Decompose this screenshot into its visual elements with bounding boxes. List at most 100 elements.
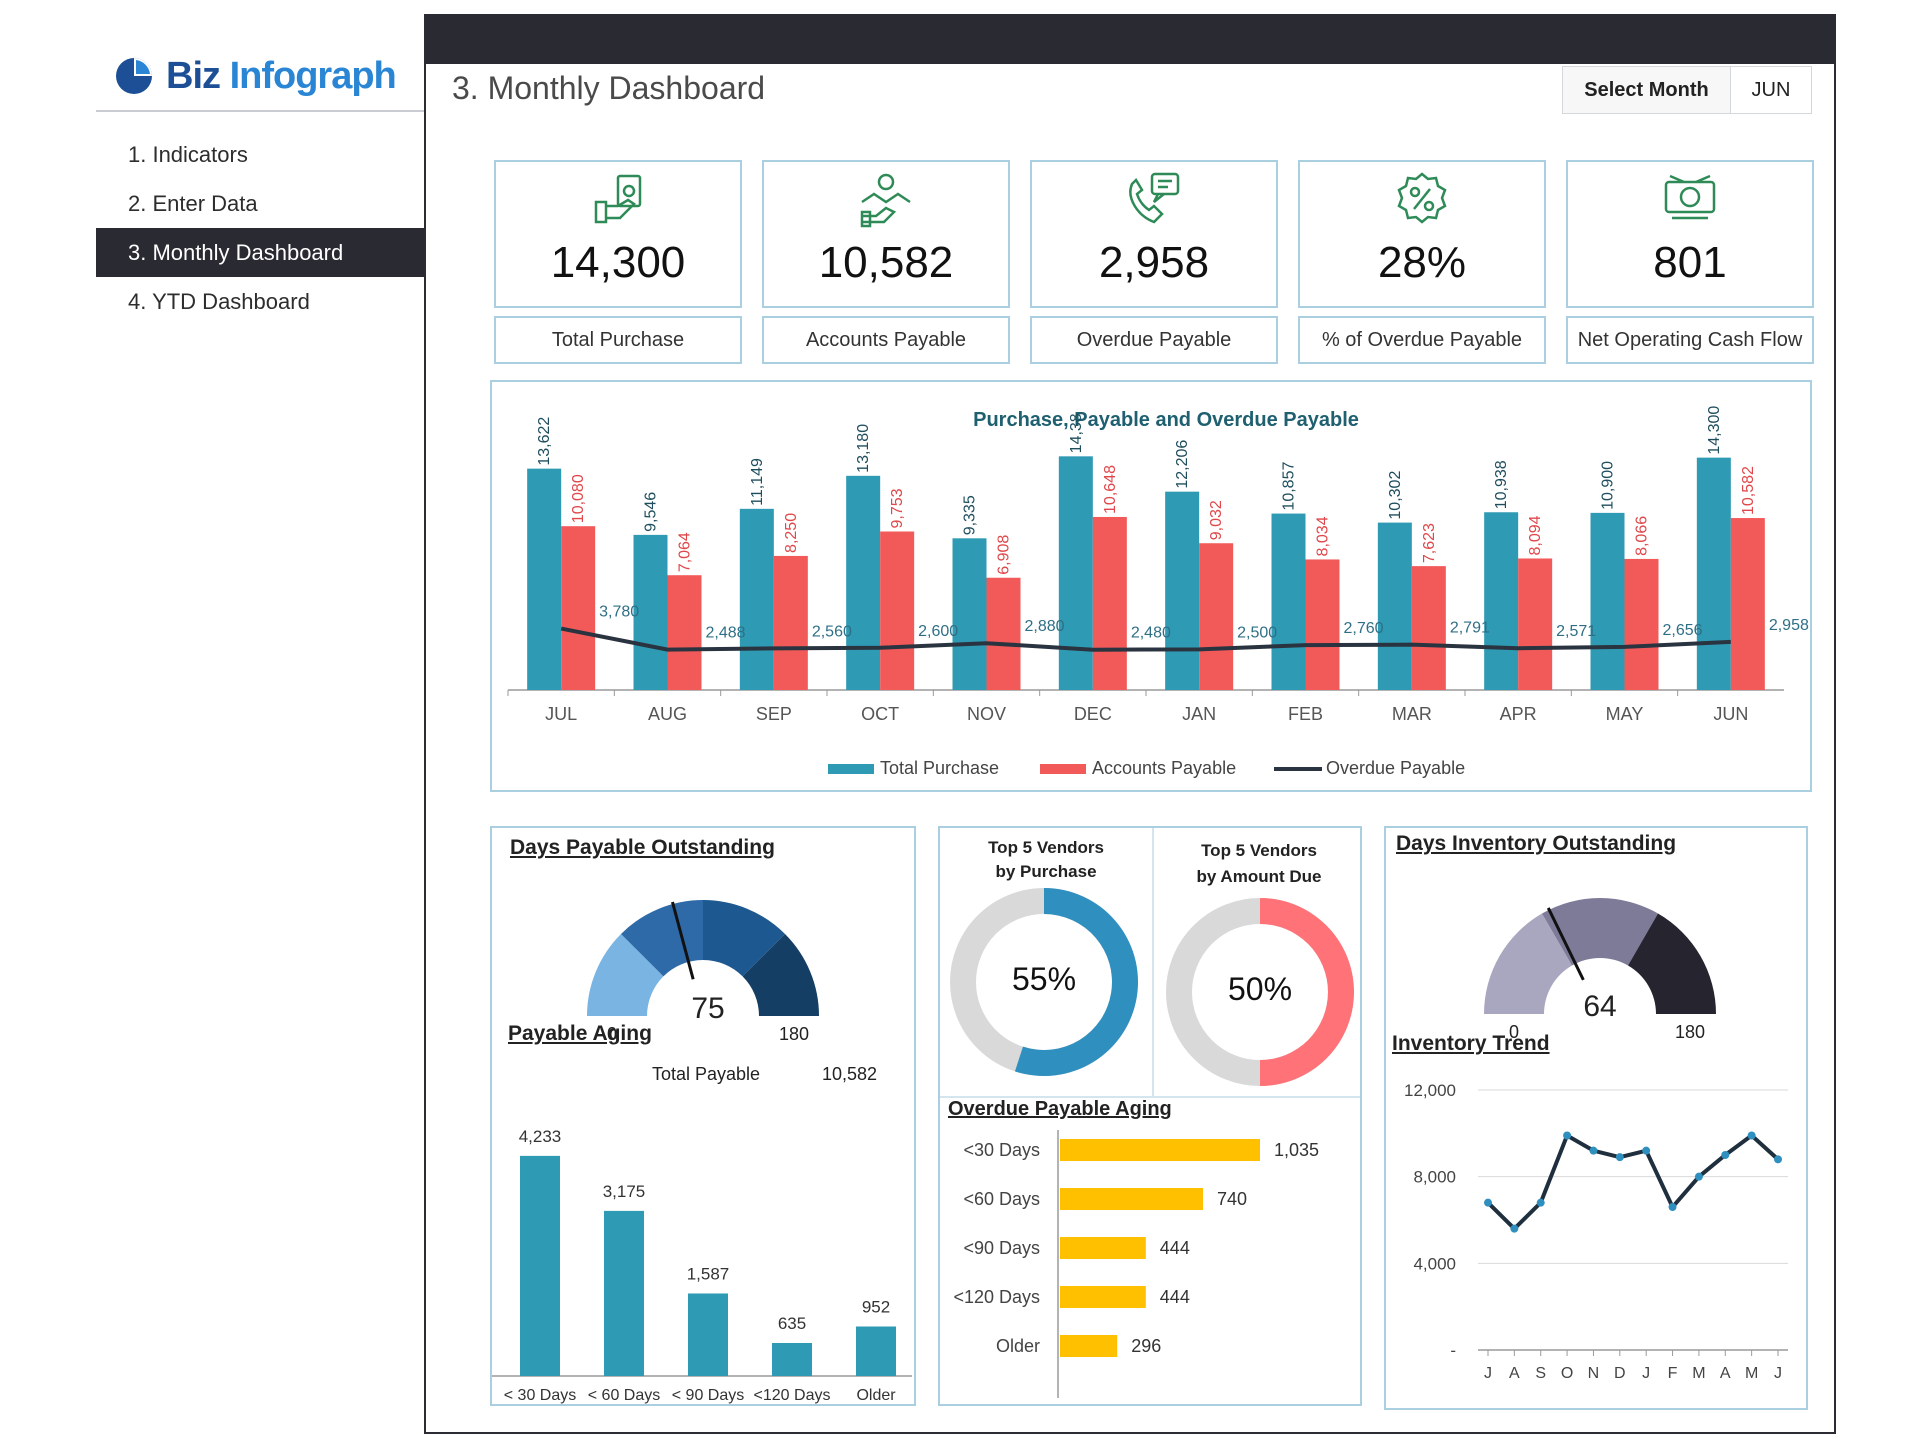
gauge-band [1542,898,1658,966]
kpi-card-overdue-payable: 2,958 [1030,160,1278,308]
x-tick-label: JUL [545,704,577,724]
data-label-overdue-payable: 2,958 [1769,617,1809,634]
bar-payable-aging [772,1342,812,1376]
data-label-accounts-payable: 8,094 [1527,515,1544,555]
brand-logo[interactable]: Biz Infograph [114,36,414,116]
chart-title: Purchase, Payable and Overdue Payable [973,409,1359,431]
x-tick-label: JAN [1182,704,1216,724]
x-tick-label: APR [1500,704,1537,724]
main-chart-panel: Purchase, Payable and Overdue Payable To… [490,380,1812,792]
logo-divider [96,110,424,112]
bar-total-purchase [1696,457,1731,690]
x-tick-label: NOV [967,704,1006,724]
dpo-gauge: 0 180 75 [587,900,819,1044]
vendors-due-title-line2: by Amount Due [1196,867,1322,886]
bar-total-purchase [1058,456,1093,690]
vendors-due-donut: 50% [1166,898,1354,1086]
y-tick-label: 4,000 [1413,1254,1456,1273]
bar-accounts-payable [1518,558,1553,690]
total-payable-label: Total Payable [652,1064,761,1084]
data-label-overdue-payable: 2,880 [1025,618,1065,635]
bar-accounts-payable [561,526,596,690]
bar-total-purchase [952,538,987,690]
gauge-band [703,900,786,977]
x-tick-label: Older [856,1387,896,1404]
x-tick-label: M [1745,1365,1758,1382]
x-tick-label: <120 Days [754,1387,831,1404]
inventory-point [1774,1155,1782,1164]
dio-gauge: 0 180 64 [1484,898,1716,1042]
payable-aging-title: Payable Aging [508,1022,652,1045]
sidebar-item-monthly-dashboard[interactable]: 3. Monthly Dashboard [96,228,424,277]
vendors-purchase-title-line1: Top 5 Vendors [988,838,1104,857]
bar-accounts-payable [773,555,808,690]
donut-slice [1014,888,1139,1076]
pie-logo-icon [116,58,152,94]
bar-accounts-payable [1199,543,1234,690]
data-label-accounts-payable: 8,250 [783,513,800,553]
x-tick-label: SEP [756,704,792,724]
inventory-point [1747,1131,1756,1140]
y-tick-label: 8,000 [1413,1168,1456,1187]
x-tick-label: FEB [1288,704,1323,724]
percent-badge-icon [1397,172,1447,224]
dpo-max-label: 180 [779,1024,809,1044]
x-tick-label: F [1668,1365,1678,1382]
data-label-total-purchase: 9,335 [962,495,979,535]
gauge-band [1484,913,1572,1014]
y-tick-label: Older [996,1336,1040,1356]
data-label-accounts-payable: 10,080 [570,474,587,523]
data-label-overdue-payable: 2,500 [1237,624,1277,641]
kpi-label-overdue-payable: Overdue Payable [1030,316,1278,364]
month-selector-label: Select Month [1563,67,1731,113]
sidebar-item-ytd-dashboard[interactable]: 4. YTD Dashboard [128,289,310,314]
data-label-accounts-payable: 10,582 [1740,466,1757,515]
sidebar-nav: 1. Indicators 2. Enter Data 3. Monthly D… [96,130,424,326]
y-tick-label: <30 Days [963,1140,1040,1160]
month-selector-value[interactable]: JUN [1731,67,1811,113]
bar-total-purchase [846,475,881,690]
x-tick-label: OCT [861,704,899,724]
vendors-purchase-title-line2: by Purchase [995,862,1097,881]
inventory-point [1536,1198,1545,1207]
kpi-value: 801 [1653,238,1727,287]
data-label-accounts-payable: 9,753 [889,488,906,528]
vendors-panel: Top 5 Vendors by Purchase 55% Top 5 Vend… [938,826,1362,1406]
bar-payable-aging [520,1155,560,1376]
x-tick-label: MAY [1606,704,1644,724]
dpo-aging-panel: Days Payable Outstanding 0 180 75 Payabl… [490,826,916,1406]
data-label-total-purchase: 9,546 [643,492,660,532]
data-label-overdue-aging: 444 [1160,1238,1190,1258]
bar-total-purchase [1484,512,1519,690]
brand-name-part1: Biz [166,54,221,97]
bar-accounts-payable [1092,516,1127,690]
inventory-point [1589,1146,1598,1155]
vendors-purchase-section: Top 5 Vendors by Purchase 55% [940,828,1154,1096]
sidebar-item-indicators[interactable]: 1. Indicators [128,142,248,167]
dpo-title: Days Payable Outstanding [510,836,775,859]
vendors-due-title: Top 5 Vendors by Amount Due [1156,838,1362,890]
kpi-value: 2,958 [1098,238,1210,287]
dpo-min-label: 0 [607,1024,617,1044]
bar-accounts-payable [1305,559,1340,690]
data-label-overdue-payable: 2,560 [812,623,852,640]
bar-accounts-payable [1730,518,1765,690]
dio-min-label: 0 [1509,1022,1519,1042]
data-label-overdue-payable: 2,791 [1450,620,1490,637]
inventory-line [1486,1132,1780,1232]
y-tick-label: <60 Days [963,1189,1040,1209]
gauge-needle [1546,907,1585,981]
brand-name: Biz Infograph [166,54,397,98]
y-tick-label: <120 Days [953,1287,1040,1307]
y-tick-label: 12,000 [1404,1081,1456,1100]
sidebar-item-enter-data[interactable]: 2. Enter Data [128,191,258,216]
bar-payable-aging [604,1210,644,1376]
bar-accounts-payable [880,531,915,690]
data-label-total-purchase: 10,857 [1281,462,1298,511]
data-label-overdue-aging: 740 [1217,1189,1247,1209]
dio-max-label: 180 [1675,1022,1705,1042]
bar-total-purchase [1271,513,1306,690]
dio-panel: Days Inventory Outstanding 0 180 64 Inve… [1384,826,1808,1410]
x-tick-label: JUN [1713,704,1748,724]
chart-legend: Total Purchase Accounts Payable Overdue … [828,758,1465,778]
